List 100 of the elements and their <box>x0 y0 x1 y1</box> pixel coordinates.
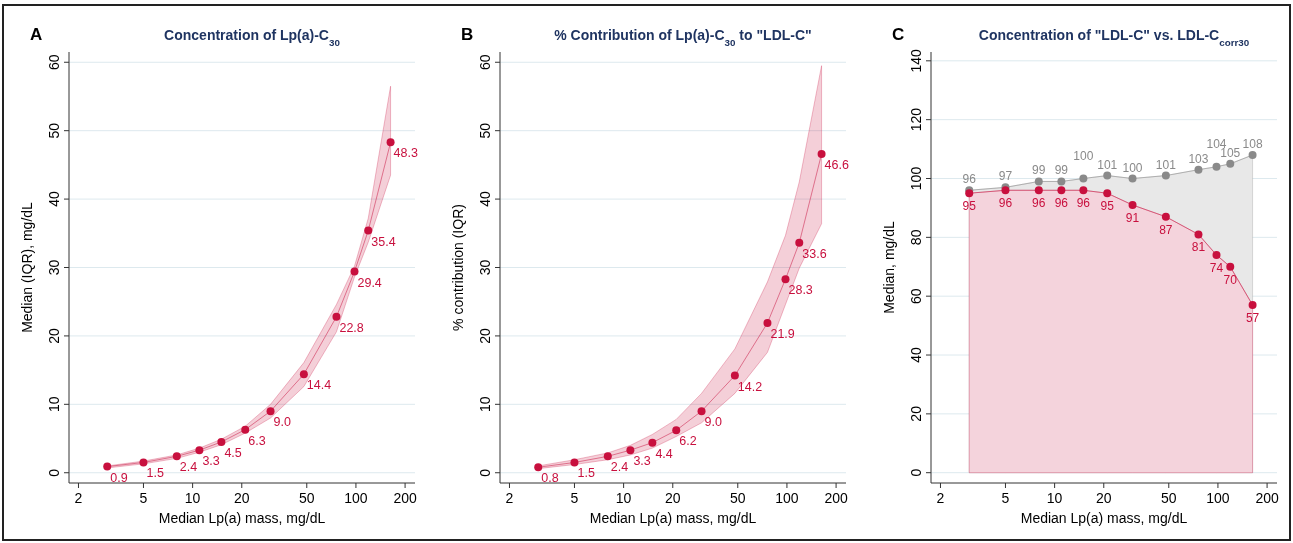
y-tick-label: 120 <box>908 107 924 132</box>
x-tick-label: 200 <box>393 490 417 506</box>
data-label: 101 <box>1097 157 1118 172</box>
x-tick-label: 50 <box>298 490 315 506</box>
x-tick-label: 100 <box>1206 490 1230 506</box>
data-label: 2.4 <box>179 460 198 475</box>
data-label: 6.2 <box>679 434 697 449</box>
data-label: 1.5 <box>146 466 164 481</box>
chart-title: Concentration of Lp(a)-C$_{30}$ <box>164 27 341 48</box>
chart-title: Concentration of "LDL-C" vs. LDL-C$_{corr30}$ <box>978 27 1250 48</box>
data-label: 96 <box>1032 196 1046 211</box>
y-tick-label: 20 <box>477 327 493 344</box>
data-label: 97 <box>998 169 1013 184</box>
data-label: 91 <box>1125 210 1140 225</box>
data-label: 2.4 <box>610 460 629 475</box>
y-tick-label: 40 <box>908 347 924 363</box>
x-axis-title: Median Lp(a) mass, mg/dL <box>1020 510 1188 526</box>
y-tick-label: 60 <box>46 54 62 71</box>
data-label: 100 <box>1122 160 1143 175</box>
x-tick-label: 2 <box>74 490 83 506</box>
y-tick-label: 10 <box>477 396 493 413</box>
data-label: 0.9 <box>110 470 128 485</box>
data-label: 9.0 <box>704 415 722 430</box>
y-tick-label: 0 <box>908 468 924 477</box>
x-tick-label: 5 <box>570 490 579 506</box>
y-tick-label: 140 <box>908 48 924 73</box>
data-label: 96 <box>998 196 1013 211</box>
data-label: 33.6 <box>802 246 827 261</box>
chart-title: % Contribution of Lp(a)-C$_{30}$ to "LDL-C" <box>554 27 812 48</box>
data-label: 14.2 <box>737 379 763 394</box>
data-label: 4.5 <box>224 445 242 460</box>
x-axis-title: Median Lp(a) mass, mg/dL <box>589 510 757 526</box>
y-tick-label: 30 <box>477 259 493 276</box>
y-tick-label: 0 <box>477 468 493 477</box>
data-label: 103 <box>1188 151 1209 166</box>
data-label: 22.8 <box>339 320 364 335</box>
data-label: 108 <box>1242 136 1263 151</box>
data-label: 28.3 <box>788 283 813 298</box>
y-tick-label: 40 <box>477 191 493 207</box>
data-label: 74 <box>1209 261 1224 275</box>
data-label: 3.3 <box>633 454 651 469</box>
x-tick-label: 20 <box>1095 490 1112 506</box>
data-label: 14.4 <box>306 378 332 393</box>
text: C <box>892 25 905 44</box>
y-tick-label: 0 <box>46 468 62 477</box>
y-tick-label: 30 <box>46 259 62 276</box>
data-label: 70 <box>1223 272 1238 287</box>
text: A <box>30 25 43 44</box>
x-tick-label: 2 <box>936 490 945 506</box>
data-label: 95 <box>1100 199 1115 214</box>
y-tick-label: 80 <box>908 229 924 246</box>
y-tick-label: 10 <box>46 396 62 413</box>
x-tick-label: 20 <box>664 490 681 506</box>
data-label: 3.3 <box>202 454 220 469</box>
data-label: 0.8 <box>541 471 559 486</box>
data-label: 99 <box>1032 163 1046 178</box>
text: B <box>461 25 474 44</box>
x-tick-label: 100 <box>344 490 368 506</box>
x-tick-label: 10 <box>615 490 632 506</box>
data-label: 96 <box>962 172 977 187</box>
data-label: 81 <box>1191 240 1206 255</box>
x-tick-label: 50 <box>729 490 746 506</box>
data-label: 9.0 <box>273 415 291 430</box>
data-label: 48.3 <box>393 146 418 161</box>
data-label: 29.4 <box>357 275 382 290</box>
data-label: 87 <box>1159 222 1173 237</box>
y-tick-label: 40 <box>46 191 62 207</box>
y-tick-label: 50 <box>46 122 62 139</box>
y-tick-label: 100 <box>908 166 924 191</box>
data-label: 46.6 <box>824 157 849 172</box>
data-label: 101 <box>1155 157 1177 172</box>
x-tick-label: 10 <box>1046 490 1063 506</box>
data-label: 96 <box>1076 196 1091 211</box>
y-tick-label: 20 <box>46 327 62 344</box>
x-tick-label: 200 <box>1255 490 1279 506</box>
data-label: 6.3 <box>248 433 266 448</box>
x-tick-label: 5 <box>1001 490 1010 506</box>
x-tick-label: 20 <box>233 490 250 506</box>
x-tick-label: 10 <box>184 490 201 506</box>
y-tick-label: 50 <box>477 122 493 139</box>
data-label: 99 <box>1054 163 1069 178</box>
y-axis-title: Median, mg/dL <box>881 220 897 314</box>
data-label: 35.4 <box>371 234 396 249</box>
data-label: 1.5 <box>577 466 595 481</box>
x-tick-label: 200 <box>824 490 848 506</box>
y-tick-label: 20 <box>908 405 924 422</box>
data-label: 100 <box>1073 148 1094 163</box>
data-label: 96 <box>1054 196 1069 211</box>
y-tick-label: 60 <box>477 54 493 71</box>
y-axis-title: % contribution (IQR) <box>450 204 466 331</box>
data-label: 95 <box>962 199 977 214</box>
x-tick-label: 50 <box>1160 490 1177 506</box>
x-tick-label: 2 <box>505 490 514 506</box>
x-tick-label: 5 <box>139 490 148 506</box>
y-axis-title: Median (IQR), mg/dL <box>19 201 35 333</box>
data-label: 57 <box>1245 311 1260 326</box>
data-label: 21.9 <box>770 326 795 341</box>
data-label: 4.4 <box>655 446 673 461</box>
x-tick-label: 100 <box>775 490 799 506</box>
y-tick-label: 60 <box>908 288 924 304</box>
